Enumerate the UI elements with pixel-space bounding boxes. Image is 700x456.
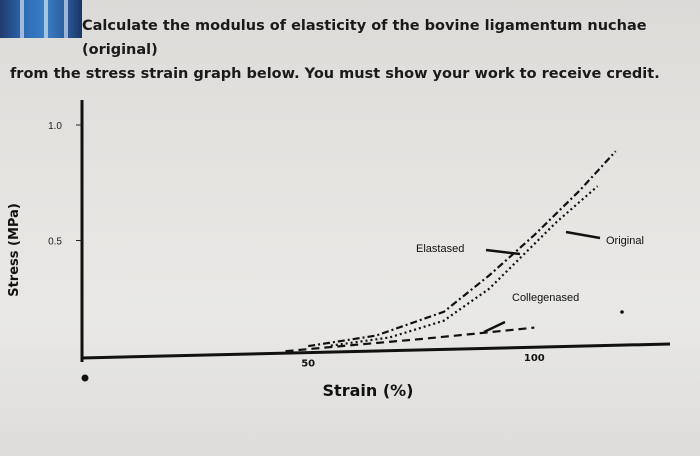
question-text: Calculate the modulus of elasticity of t… [10,14,690,86]
annotation-arrow [565,230,601,240]
x-tick-label: 50 [301,359,315,370]
annotation-arrow [483,320,506,334]
x-tick-label: 100 [524,353,545,364]
blue-tape-decoration [0,0,82,38]
y-tick-label: 1.0 [48,121,62,132]
x-axis [81,342,671,360]
x-axis-label: Strain (%) [323,381,414,400]
annotation-arrow [485,248,521,256]
y-tick-label: 0.5 [48,237,62,248]
series-line-collegenased [285,326,535,353]
annotation-original: Original [606,235,644,247]
series-line-original [308,150,617,348]
question-line-1: Calculate the modulus of elasticity of t… [82,18,647,58]
annotation-collegenased: Collegenased [512,292,579,304]
annotation-elastased: Elastased [416,243,464,255]
question-line-2: from the stress strain graph below. You … [10,66,660,82]
origin-dot [81,374,89,382]
series-line-elastased [330,185,599,347]
y-axis-label: Stress (MPa) [7,203,22,297]
stray-dot [620,310,624,314]
